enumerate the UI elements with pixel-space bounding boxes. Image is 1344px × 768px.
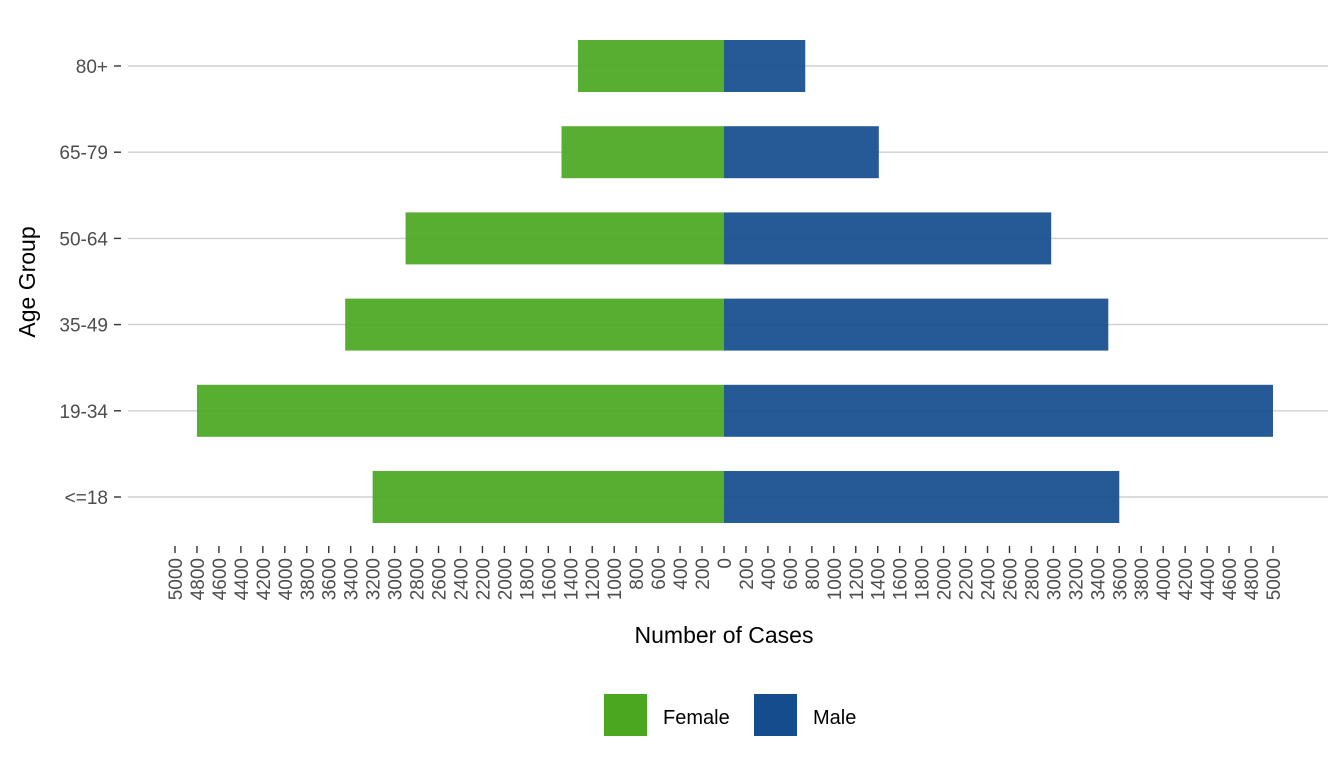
bars (196, 40, 1273, 523)
x-tick-label: 2600 (1000, 558, 1021, 600)
x-tick-label: 2000 (935, 558, 956, 600)
x-tick-label: 1600 (891, 558, 912, 600)
x-tick-label: 600 (781, 558, 802, 590)
x-tick-label: 3200 (1066, 558, 1087, 600)
y-tick-label: 80+ (76, 57, 108, 78)
legend-swatch (604, 694, 647, 736)
x-axis-title: Number of Cases (635, 622, 814, 648)
x-tick-label: 4400 (1198, 558, 1219, 600)
x-tick-label: 1400 (869, 558, 890, 600)
y-tick-label: <=18 (65, 488, 108, 509)
x-tick-label: 1600 (539, 558, 560, 600)
x-tick-label: 1000 (605, 558, 626, 600)
x-tick-label: 3000 (386, 558, 407, 600)
bar-male (724, 40, 806, 92)
bar-male (724, 298, 1109, 351)
x-tick-label: 2000 (495, 558, 516, 600)
x-tick-label: 200 (693, 558, 714, 590)
bar-female (561, 126, 724, 179)
x-tick-label: 800 (803, 558, 824, 590)
y-tick-label: 65-79 (59, 143, 108, 164)
x-tick-label: 1400 (561, 558, 582, 600)
x-axis: 5000 4800 4600 4400 4200 4000 3800 3600 3400 3200… (166, 546, 1285, 600)
bar-female (577, 40, 724, 92)
x-tick-label: 2800 (408, 558, 429, 600)
bar-male (724, 212, 1052, 265)
legend-swatch (754, 694, 797, 736)
x-tick-label: 1200 (847, 558, 868, 600)
y-tick-label: 35-49 (59, 316, 108, 337)
x-tick-label: 2200 (473, 558, 494, 600)
x-tick-label: 3000 (1044, 558, 1065, 600)
x-tick-label: 4600 (210, 558, 231, 600)
x-tick-label: 1000 (825, 558, 846, 600)
y-axis: <=18 19-34 35-49 50-64 65-79 80+ (59, 57, 121, 509)
x-tick-label: 5000 (166, 558, 187, 600)
x-tick-label: 200 (737, 558, 758, 590)
bar-female (405, 212, 724, 265)
x-tick-label: 2400 (451, 558, 472, 600)
x-tick-label: 3600 (1110, 558, 1131, 600)
y-tick-label: 50-64 (59, 229, 108, 250)
y-tick-label: 19-34 (59, 402, 108, 423)
x-tick-label: 4800 (188, 558, 209, 600)
legend-label: Male (813, 707, 856, 729)
x-tick-label: 800 (627, 558, 648, 590)
x-tick-label: 4400 (232, 558, 253, 600)
bar-female (372, 471, 724, 523)
legend: Female Male (604, 694, 856, 736)
x-tick-label: 1800 (913, 558, 934, 600)
x-tick-label: 2200 (957, 558, 978, 600)
x-tick-label: 3400 (1088, 558, 1109, 600)
bar-male (724, 384, 1273, 437)
bar-male (724, 126, 879, 179)
bar-female (345, 298, 724, 351)
x-tick-label: 600 (649, 558, 670, 590)
x-tick-label: 400 (671, 558, 692, 590)
x-tick-label: 2800 (1022, 558, 1043, 600)
bar-male (724, 471, 1120, 523)
x-tick-label: 3800 (298, 558, 319, 600)
x-tick-label: 3600 (320, 558, 341, 600)
x-tick-label: 2400 (979, 558, 1000, 600)
x-tick-label: 5000 (1264, 558, 1285, 600)
bar-female (196, 384, 724, 437)
y-axis-title: Age Group (14, 226, 40, 337)
x-tick-label: 4800 (1242, 558, 1263, 600)
x-tick-label: 400 (759, 558, 780, 590)
x-tick-label: 4200 (254, 558, 275, 600)
x-tick-label: 4200 (1176, 558, 1197, 600)
x-tick-label: 2600 (430, 558, 451, 600)
x-tick-label: 4600 (1220, 558, 1241, 600)
legend-label: Female (663, 707, 730, 729)
x-tick-label: 3400 (342, 558, 363, 600)
x-tick-label: 3800 (1132, 558, 1153, 600)
x-tick-label: 0 (715, 558, 736, 569)
x-tick-label: 4000 (1154, 558, 1175, 600)
x-tick-label: 1200 (583, 558, 604, 600)
x-tick-label: 4000 (276, 558, 297, 600)
x-tick-label: 3200 (364, 558, 385, 600)
x-tick-label: 1800 (517, 558, 538, 600)
